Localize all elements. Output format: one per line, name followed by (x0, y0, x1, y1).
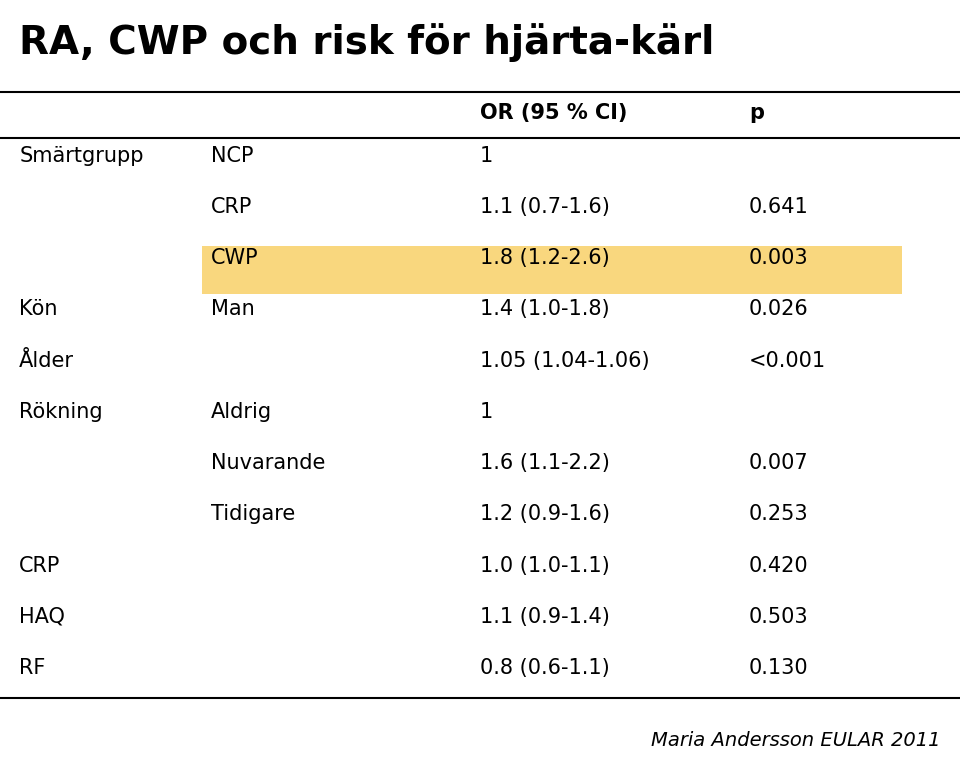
Text: CRP: CRP (19, 555, 60, 575)
Text: 1: 1 (480, 145, 493, 165)
Text: Kön: Kön (19, 299, 58, 319)
Text: 0.8 (0.6-1.1): 0.8 (0.6-1.1) (480, 658, 610, 678)
Text: 0.641: 0.641 (749, 197, 808, 216)
Text: CRP: CRP (211, 197, 252, 216)
Text: HAQ: HAQ (19, 607, 65, 627)
Text: 1.4 (1.0-1.8): 1.4 (1.0-1.8) (480, 299, 610, 319)
Text: NCP: NCP (211, 145, 253, 165)
Text: 0.003: 0.003 (749, 248, 808, 268)
Text: 0.420: 0.420 (749, 555, 808, 575)
Text: Aldrig: Aldrig (211, 402, 273, 422)
Text: 0.007: 0.007 (749, 453, 808, 473)
Text: 0.503: 0.503 (749, 607, 808, 627)
Text: Rökning: Rökning (19, 402, 103, 422)
Text: 1.05 (1.04-1.06): 1.05 (1.04-1.06) (480, 350, 650, 370)
Text: 1.1 (0.7-1.6): 1.1 (0.7-1.6) (480, 197, 610, 216)
Text: p: p (749, 103, 764, 123)
Text: 1.0 (1.0-1.1): 1.0 (1.0-1.1) (480, 555, 610, 575)
FancyBboxPatch shape (202, 246, 902, 295)
Text: Smärtgrupp: Smärtgrupp (19, 145, 144, 165)
Text: Nuvarande: Nuvarande (211, 453, 325, 473)
Text: 1.2 (0.9-1.6): 1.2 (0.9-1.6) (480, 504, 610, 524)
Text: RA, CWP och risk för hjärta-kärl: RA, CWP och risk för hjärta-kärl (19, 23, 714, 62)
Text: 0.130: 0.130 (749, 658, 808, 678)
Text: 1.6 (1.1-2.2): 1.6 (1.1-2.2) (480, 453, 610, 473)
Text: Tidigare: Tidigare (211, 504, 296, 524)
Text: <0.001: <0.001 (749, 350, 826, 370)
Text: Man: Man (211, 299, 255, 319)
Text: OR (95 % CI): OR (95 % CI) (480, 103, 628, 123)
Text: Ålder: Ålder (19, 350, 74, 370)
Text: Maria Andersson EULAR 2011: Maria Andersson EULAR 2011 (651, 731, 941, 750)
Text: 0.026: 0.026 (749, 299, 808, 319)
Text: 1: 1 (480, 402, 493, 422)
Text: RF: RF (19, 658, 45, 678)
Text: 0.253: 0.253 (749, 504, 808, 524)
Text: CWP: CWP (211, 248, 259, 268)
Text: 1.1 (0.9-1.4): 1.1 (0.9-1.4) (480, 607, 610, 627)
Text: 1.8 (1.2-2.6): 1.8 (1.2-2.6) (480, 248, 610, 268)
